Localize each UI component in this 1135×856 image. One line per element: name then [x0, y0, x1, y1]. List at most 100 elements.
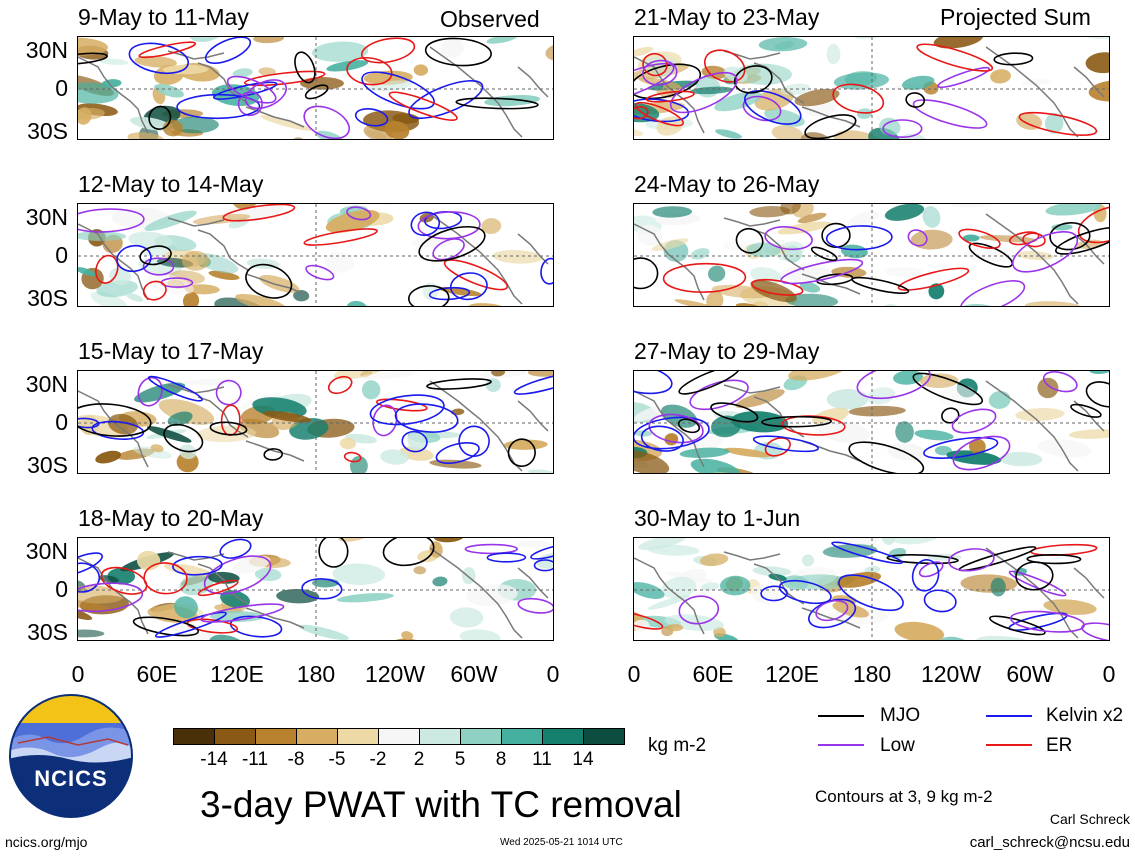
wave-contour	[176, 93, 261, 120]
coastline	[197, 396, 249, 438]
pwat-anomaly-blob	[182, 292, 200, 306]
coastline	[517, 400, 549, 432]
wave-contour	[215, 379, 242, 406]
pwat-anomaly-blob	[731, 411, 789, 433]
wave-contour	[343, 451, 362, 463]
wave-contour	[907, 229, 928, 247]
pwat-anomaly-blob	[209, 610, 264, 622]
pwat-anomaly-blob	[634, 582, 665, 599]
coastline	[723, 384, 781, 394]
wave-contour	[764, 226, 813, 251]
pwat-map	[633, 36, 1110, 140]
colorbar-tick-label: 5	[454, 749, 466, 770]
pwat-anomaly-blob	[1021, 78, 1052, 86]
pwat-anomaly-blob	[259, 115, 312, 131]
pwat-anomaly-blob	[78, 82, 119, 104]
pwat-anomaly-blob	[214, 297, 272, 306]
pwat-anomaly-blob	[192, 213, 251, 225]
pwat-anomaly-blob	[126, 293, 144, 302]
wave-contour	[301, 578, 343, 600]
coastline	[985, 547, 1079, 639]
footer-url[interactable]: ncics.org/mjo	[5, 834, 88, 850]
pwat-anomaly-blob	[777, 221, 831, 235]
author-email[interactable]: carl_schreck@ncsu.edu	[969, 834, 1130, 851]
wave-contour	[645, 90, 695, 103]
wave-contour	[761, 415, 832, 428]
colorbar-tick-label: -11	[241, 749, 269, 770]
pwat-anomaly-blob	[232, 68, 253, 78]
pwat-anomaly-blob	[292, 137, 305, 139]
pwat-anomaly-blob	[134, 382, 186, 403]
pwat-anomaly-blob	[78, 231, 127, 241]
pwat-anomaly-blob	[545, 42, 553, 62]
pwat-anomaly-blob	[771, 125, 803, 139]
ncics-logo[interactable]: NCICS	[8, 693, 134, 819]
wave-contour	[648, 413, 704, 444]
legend-label-low: Low	[880, 735, 915, 756]
pwat-anomaly-blob	[749, 206, 791, 218]
lat-label: 0	[55, 409, 68, 435]
wave-contour	[703, 49, 746, 83]
wave-contour	[200, 603, 285, 623]
wave-contour	[78, 403, 152, 437]
pwat-anomaly-blob	[651, 238, 689, 251]
wave-contour	[781, 415, 846, 436]
pwat-anomaly-blob	[1037, 439, 1092, 458]
wave-contour	[517, 597, 553, 614]
lat-label: 30N	[25, 204, 68, 230]
pwat-anomaly-blob	[701, 582, 720, 591]
wave-contour	[294, 51, 316, 84]
wave-contour	[426, 378, 492, 390]
pwat-anomaly-blob	[325, 209, 380, 233]
wave-contour	[733, 65, 773, 94]
pwat-anomaly-blob	[922, 206, 941, 228]
wave-contour	[303, 105, 350, 139]
wave-contour	[815, 599, 849, 622]
colorbar-cell	[460, 728, 502, 745]
coastline	[517, 66, 549, 98]
pwat-anomaly-blob	[78, 107, 92, 125]
pwat-anomaly-blob	[231, 555, 271, 574]
colorbar-tick-label: 8	[495, 749, 507, 770]
pwat-anomaly-blob	[361, 380, 381, 400]
pwat-anomaly-blob	[468, 303, 507, 306]
lat-label: 0	[55, 75, 68, 101]
pwat-anomaly-blob	[990, 69, 1011, 84]
wave-contour	[764, 437, 791, 457]
pwat-anomaly-blob	[634, 450, 670, 473]
pwat-anomaly-blob	[174, 596, 198, 619]
pwat-anomaly-blob	[847, 211, 880, 227]
wave-contour	[912, 372, 984, 406]
wave-contour	[912, 99, 988, 129]
wave-contour	[237, 91, 263, 117]
pwat-anomaly-blob	[1051, 223, 1073, 231]
wave-contour	[128, 42, 189, 75]
wave-contour	[634, 610, 664, 630]
colorbar-cell	[255, 728, 297, 745]
wave-contour	[142, 257, 175, 276]
wave-contour	[742, 95, 782, 122]
pwat-anomaly-blob	[1016, 250, 1054, 261]
coastline	[634, 390, 705, 468]
coastline	[517, 567, 549, 599]
wave-contour	[642, 59, 678, 86]
panel-title: 12-May to 14-May	[78, 171, 264, 197]
pwat-anomaly-blob	[661, 576, 697, 599]
pwat-anomaly-blob	[276, 588, 320, 604]
wave-contour	[540, 257, 553, 285]
wave-contour	[937, 66, 990, 89]
wave-contour	[804, 114, 857, 139]
pwat-anomaly-blob	[928, 283, 945, 300]
pwat-anomaly-blob	[516, 540, 552, 548]
coastline	[801, 607, 861, 629]
wave-contour	[634, 371, 673, 395]
wave-contour	[838, 574, 904, 612]
wave-contour	[346, 206, 372, 221]
lon-label: 60W	[450, 661, 498, 687]
wave-contour	[139, 245, 172, 266]
pwat-map	[633, 537, 1110, 641]
pwat-anomaly-blob	[840, 244, 868, 259]
wave-contour	[163, 423, 204, 453]
pwat-anomaly-blob	[262, 410, 312, 423]
pwat-anomaly-blob	[527, 371, 553, 377]
